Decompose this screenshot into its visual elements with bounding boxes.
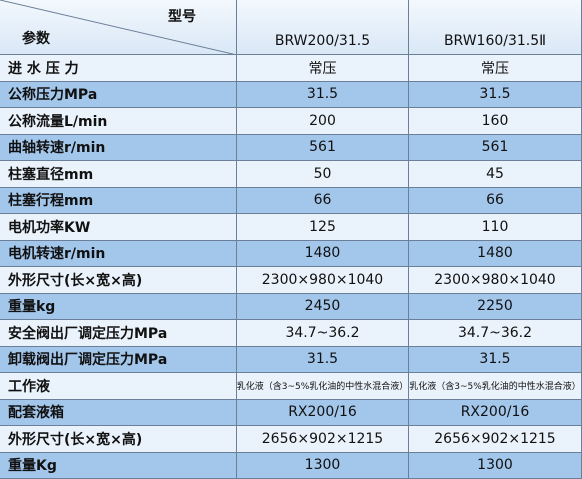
cell-value: 31.5	[237, 346, 409, 373]
cell-value: 66	[409, 187, 582, 214]
row-label: 公称流量L/min	[0, 108, 237, 135]
row-label: 卸载阀出厂调定压力MPa	[0, 346, 237, 373]
column-header: BRW160/31.5Ⅱ	[409, 0, 582, 55]
cell-value: 125	[237, 214, 409, 241]
row-label: 曲轴转速r/min	[0, 134, 237, 161]
cell-value: RX200/16	[237, 399, 409, 426]
model-label: 型号	[168, 9, 196, 25]
cell-value: 2450	[237, 293, 409, 320]
cell-value: 110	[409, 214, 582, 241]
row-label: 电机功率KW	[0, 214, 237, 241]
cell-value: 31.5	[237, 81, 409, 108]
cell-value: 31.5	[409, 81, 582, 108]
header-corner: 型号 参数	[0, 0, 237, 55]
row-label: 重量Kg	[0, 452, 237, 479]
cell-value: 乳化液（含3~5%乳化油的中性水混合液）	[237, 373, 409, 400]
column-title: BRW200/31.5	[274, 33, 371, 49]
row-label: 进 水 压 力	[0, 55, 237, 82]
cell-value: 2300×980×1040	[409, 267, 582, 294]
cell-value: 1480	[237, 240, 409, 267]
row-label: 公称压力MPa	[0, 81, 237, 108]
cell-value: 200	[237, 108, 409, 135]
column-header: BRW200/31.5	[237, 0, 409, 55]
cell-value: 1300	[237, 452, 409, 479]
row-label: 工作液	[0, 373, 237, 400]
row-label: 外形尺寸(长×宽×高)	[0, 426, 237, 453]
column-title: BRW160/31.5Ⅱ	[443, 33, 547, 49]
row-label: 配套液箱	[0, 399, 237, 426]
cell-value: 561	[237, 134, 409, 161]
cell-value: 常压	[409, 55, 582, 82]
cell-value: 1300	[409, 452, 582, 479]
row-label: 安全阀出厂调定压力MPa	[0, 320, 237, 347]
cell-value: 160	[409, 108, 582, 135]
cell-value: 2300×980×1040	[237, 267, 409, 294]
cell-value: 66	[237, 187, 409, 214]
cell-value: 45	[409, 161, 582, 188]
param-label: 参数	[22, 31, 50, 47]
cell-value: 50	[237, 161, 409, 188]
diagonal	[0, 0, 237, 55]
row-label: 重量kg	[0, 293, 237, 320]
cell-value: 2250	[409, 293, 582, 320]
cell-value: 31.5	[409, 346, 582, 373]
row-label: 外形尺寸(长×宽×高)	[0, 267, 237, 294]
cell-value: 常压	[237, 55, 409, 82]
row-label: 柱塞行程mm	[0, 187, 237, 214]
cell-value: 561	[409, 134, 582, 161]
header-row: 型号 参数 BRW200/31.5 BRW160/31.5Ⅱ	[0, 0, 582, 55]
cell-value: 1480	[409, 240, 582, 267]
cell-value: 2656×902×1215	[237, 426, 409, 453]
cell-value: 2656×902×1215	[409, 426, 582, 453]
row-label: 柱塞直径mm	[0, 161, 237, 188]
cell-value: 乳化液（含3~5%乳化油的中性水混合液）	[409, 373, 582, 400]
row-label: 电机转速r/min	[0, 240, 237, 267]
cell-value: RX200/16	[409, 399, 582, 426]
cell-value: 34.7~36.2	[237, 320, 409, 347]
cell-value: 34.7~36.2	[409, 320, 582, 347]
